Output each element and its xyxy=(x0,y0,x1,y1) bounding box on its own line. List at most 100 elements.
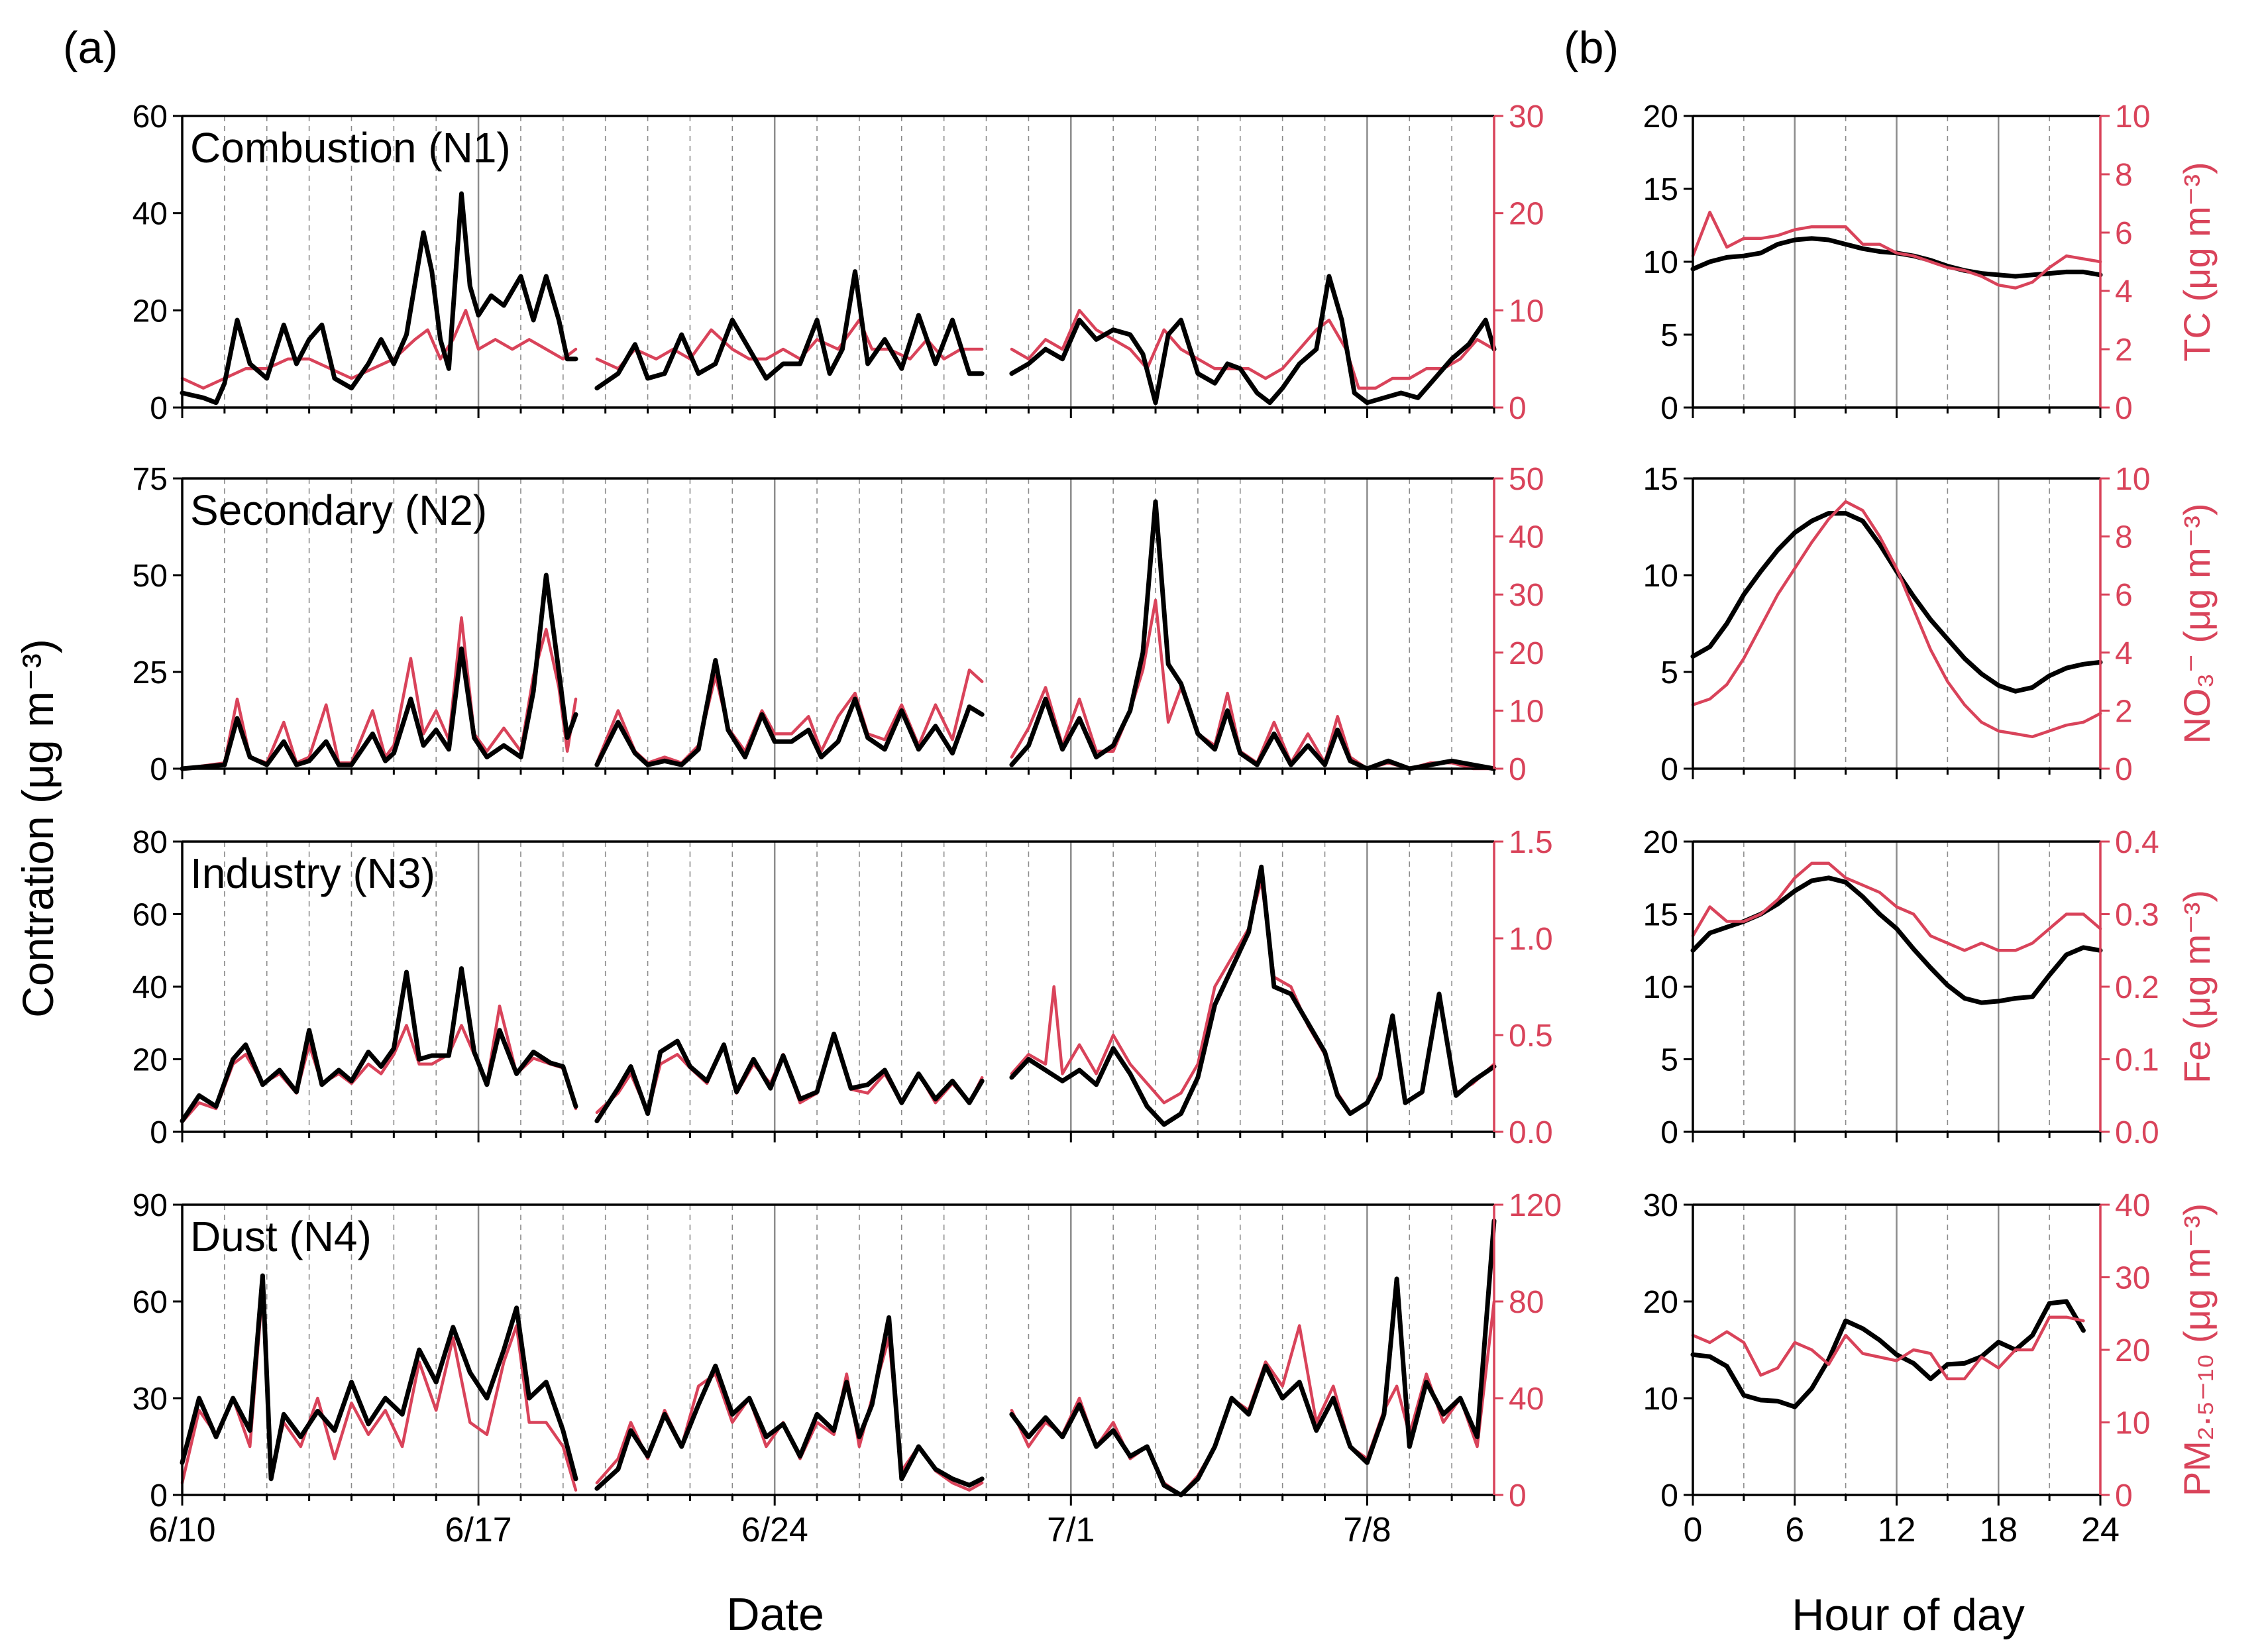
series-black-segment-0 xyxy=(180,1273,578,1482)
y2-tick-label: 0 xyxy=(1509,1478,1527,1514)
series-black-segment-2 xyxy=(1009,274,1497,406)
y-tick-label: 40 xyxy=(133,197,168,232)
x-tick-label: 6/17 xyxy=(445,1511,512,1549)
series-red-segment-1 xyxy=(595,318,984,370)
y-tick-label: 50 xyxy=(133,559,168,594)
chart-a3: 0 20 40 60 80 0.0 0.5 1.0 1.5 Industry (N3) xyxy=(133,825,1553,1150)
y-tick-label: 90 xyxy=(133,1188,168,1223)
y2-axis-label: Fe (μg m⁻³) xyxy=(2176,890,2218,1083)
y-tick-label: 30 xyxy=(1643,1188,1678,1223)
y-tick-label: 10 xyxy=(1643,970,1678,1005)
y2-tick-label: 50 xyxy=(1509,462,1544,497)
series-black-segment-0 xyxy=(1690,1299,2086,1409)
x-tick-label: 7/8 xyxy=(1343,1511,1391,1549)
y2-tick-label: 8 xyxy=(2115,158,2133,193)
y-tick-label: 30 xyxy=(133,1382,168,1417)
y2-tick-label: 20 xyxy=(2115,1333,2150,1368)
panel-title: Combustion (N1) xyxy=(190,124,511,172)
y-tick-label: 5 xyxy=(1660,318,1678,353)
x-tick-label: 7/1 xyxy=(1047,1511,1095,1549)
series-red-segment-0 xyxy=(1691,1315,2085,1381)
y-tick-label: 0 xyxy=(150,752,168,787)
y-tick-label: 60 xyxy=(133,898,168,933)
y-tick-label: 0 xyxy=(150,1115,168,1150)
y2-tick-label: 10 xyxy=(2115,99,2150,135)
y2-tick-label: 40 xyxy=(2115,1188,2150,1223)
chart-b2: 0 5 10 15 0 2 4 6 8 10 NO₃⁻ (μg m⁻³) xyxy=(1643,462,2218,787)
y-tick-label: 20 xyxy=(1643,99,1678,135)
y-tick-label: 0 xyxy=(1660,1115,1678,1150)
y2-tick-label: 20 xyxy=(1509,636,1544,671)
series-red-segment-0 xyxy=(1691,210,2102,290)
y-tick-label: 10 xyxy=(1643,559,1678,594)
y2-tick-label: 30 xyxy=(1509,578,1544,613)
panel-title: Secondary (N2) xyxy=(190,486,487,534)
y2-tick-label: 10 xyxy=(1509,294,1544,329)
y-tick-label: 60 xyxy=(133,1285,168,1320)
panel-title: Industry (N3) xyxy=(190,850,435,897)
series-red-segment-0 xyxy=(1691,500,2102,739)
y-tick-label: 10 xyxy=(1643,245,1678,280)
y2-tick-label: 40 xyxy=(1509,520,1544,555)
series-black-segment-1 xyxy=(594,1315,985,1491)
y2-tick-label: 4 xyxy=(2115,274,2133,309)
x-axis-label-date: Date xyxy=(726,1588,824,1640)
y-tick-label: 40 xyxy=(133,970,168,1005)
chart-b1: 0 5 10 15 20 0 2 4 6 8 10 TC (μg m⁻³) xyxy=(1643,99,2218,426)
y2-tick-label: 0.5 xyxy=(1509,1019,1553,1054)
series-black-segment-0 xyxy=(180,573,578,771)
y2-axis-label: PM₂.₅₋₁₀ (μg m⁻³) xyxy=(2176,1203,2218,1496)
chart-a2: 0 25 50 75 0 10 20 30 40 50 Secondary (N2) xyxy=(133,462,1544,787)
y2-tick-label: 6 xyxy=(2115,216,2133,251)
y-tick-label: 25 xyxy=(133,655,168,690)
y2-tick-label: 30 xyxy=(2115,1261,2150,1296)
y2-tick-label: 1.5 xyxy=(1509,825,1553,860)
y2-axis-label: NO₃⁻ (μg m⁻³) xyxy=(2176,503,2218,743)
y-tick-label: 5 xyxy=(1660,1043,1678,1078)
x-tick-label: 18 xyxy=(1979,1511,2018,1549)
shared-ylabel: Contration (μg m⁻³) xyxy=(13,639,62,1018)
x-tick-label: 6 xyxy=(1785,1511,1804,1549)
chart-a1: 0 20 40 60 0 10 20 30 Combustion (N1) xyxy=(133,99,1544,426)
y-tick-label: 20 xyxy=(1643,1285,1678,1320)
series-red-segment-0 xyxy=(180,309,578,390)
y-tick-label: 0 xyxy=(150,1478,168,1514)
series-red-segment-1 xyxy=(595,1336,984,1492)
y2-tick-label: 0 xyxy=(2115,1478,2133,1514)
series-black-segment-1 xyxy=(594,658,985,767)
y-tick-label: 60 xyxy=(133,99,168,135)
series-black-segment-1 xyxy=(594,269,985,391)
y-tick-label: 0 xyxy=(1660,391,1678,426)
y-tick-label: 0 xyxy=(1660,752,1678,787)
panel-a-label: (a) xyxy=(63,23,118,73)
y-tick-label: 15 xyxy=(1643,172,1678,207)
y2-tick-label: 0.2 xyxy=(2115,970,2159,1005)
series-red-segment-2 xyxy=(1010,309,1496,390)
y2-tick-label: 0.0 xyxy=(2115,1115,2159,1150)
x-axis-label-hour: Hour of day xyxy=(1792,1590,2025,1640)
y2-tick-label: 80 xyxy=(1509,1285,1544,1320)
y2-tick-label: 6 xyxy=(2115,578,2133,613)
series-black-segment-2 xyxy=(1009,499,1497,771)
y2-axis-label: TC (μg m⁻³) xyxy=(2176,162,2218,361)
series-black-segment-2 xyxy=(1009,1218,1497,1498)
chart-b4: 0 10 20 30 0 10 20 30 40 0 6 12 18 24 PM₂.₅₋₁₀ (μg m⁻³… xyxy=(1643,1188,2218,1549)
y-tick-label: 0 xyxy=(1660,1478,1678,1514)
series-red-segment-0 xyxy=(1691,861,2102,952)
y-tick-label: 75 xyxy=(133,462,168,497)
y2-tick-label: 10 xyxy=(1509,694,1544,729)
panel-b-label: (b) xyxy=(1564,23,1619,73)
x-tick-label: 12 xyxy=(1878,1511,1916,1549)
chart-a4: 0 30 60 90 0 40 80 120 6/10 6/17 6/24 7/1 7/8 Dust (N… xyxy=(133,1188,1562,1549)
series-black-segment-0 xyxy=(180,191,578,406)
series-black-segment-2 xyxy=(1009,864,1497,1127)
y2-tick-label: 40 xyxy=(1509,1382,1544,1417)
y2-tick-label: 20 xyxy=(1509,197,1544,232)
x-tick-label: 0 xyxy=(1684,1511,1703,1549)
panel-title: Dust (N4) xyxy=(190,1213,372,1260)
y2-tick-label: 0.0 xyxy=(1509,1115,1553,1150)
y2-tick-label: 0 xyxy=(2115,391,2133,426)
y2-tick-label: 0.3 xyxy=(2115,898,2159,933)
